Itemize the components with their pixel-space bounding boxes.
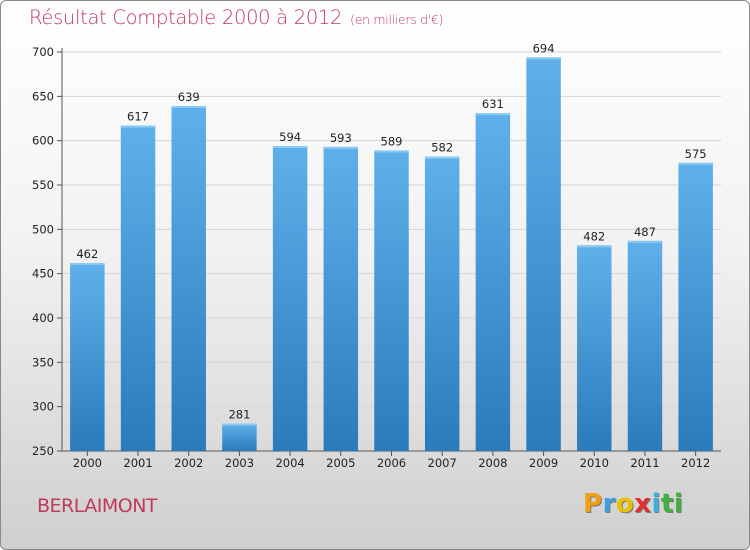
chart-title-text: Résultat Comptable 2000 à 2012: [29, 6, 343, 29]
x-tick-label: 2000: [73, 456, 102, 470]
bar-highlight: [222, 423, 257, 426]
x-tick-label: 2006: [377, 456, 406, 470]
data-label: 593: [330, 131, 352, 145]
x-tick-label: 2004: [275, 456, 304, 470]
bar: [577, 245, 612, 451]
y-tick-label: 600: [32, 134, 54, 148]
bar-highlight: [678, 162, 713, 165]
commune-name: BERLAIMONT: [37, 495, 158, 517]
data-label: 482: [583, 229, 605, 243]
bar: [678, 162, 713, 452]
y-tick-label: 300: [32, 400, 54, 414]
bar-highlight: [120, 125, 156, 128]
data-label: 281: [228, 408, 250, 422]
data-label: 462: [76, 247, 98, 261]
data-label: 589: [381, 134, 403, 148]
bar-highlight: [374, 150, 409, 153]
data-label: 639: [178, 90, 200, 104]
logo-letter: r: [602, 489, 616, 519]
x-tick-label: 2005: [326, 456, 355, 470]
x-tick-label: 2002: [174, 456, 203, 470]
bar-highlight: [627, 240, 663, 243]
proxiti-logo: Proxiti: [583, 489, 683, 519]
chart-subtitle: (en milliers d'€): [350, 12, 444, 27]
bar-highlight: [577, 245, 612, 248]
bar-highlight: [424, 156, 460, 159]
x-tick-label: 2010: [580, 456, 609, 470]
x-tick-label: 2012: [681, 456, 710, 470]
x-tick-label: 2003: [225, 456, 254, 470]
bar-highlight: [272, 145, 308, 148]
data-label: 594: [279, 130, 301, 144]
logo-letter: t: [660, 489, 674, 519]
data-label: 631: [482, 97, 504, 111]
bar: [272, 145, 308, 451]
bar: [171, 106, 206, 451]
bar: [627, 240, 663, 451]
bar: [70, 263, 105, 451]
chart-title: Résultat Comptable 2000 à 2012 (en millie…: [29, 6, 443, 29]
x-tick-label: 2001: [123, 456, 152, 470]
y-tick-label: 450: [32, 267, 54, 281]
data-label: 694: [533, 41, 555, 55]
y-tick-label: 650: [32, 89, 54, 103]
bar: [120, 125, 156, 452]
data-label: 575: [685, 147, 707, 161]
bar-highlight: [171, 106, 206, 109]
logo-letter: P: [583, 489, 603, 519]
y-tick-label: 700: [32, 45, 54, 59]
data-label: 617: [127, 110, 149, 124]
bar: [526, 57, 561, 451]
bar-highlight: [70, 263, 105, 266]
bar-highlight: [526, 57, 561, 60]
logo-letter: o: [615, 489, 635, 519]
x-tick-label: 2009: [529, 456, 558, 470]
y-tick-label: 500: [32, 222, 54, 236]
bar-highlight: [475, 113, 511, 116]
logo-letter: x: [634, 489, 652, 519]
bar-highlight: [323, 146, 359, 149]
data-label: 487: [634, 225, 656, 239]
bar: [424, 156, 460, 452]
y-tick-label: 400: [32, 311, 54, 325]
x-tick-label: 2007: [428, 456, 457, 470]
logo-letter: i: [651, 489, 661, 519]
y-tick-label: 350: [32, 355, 54, 369]
x-tick-label: 2011: [630, 456, 659, 470]
y-tick-label: 250: [32, 444, 54, 458]
data-label: 582: [431, 141, 453, 155]
x-tick-label: 2008: [478, 456, 507, 470]
bar: [323, 146, 359, 451]
bar: [222, 423, 257, 451]
y-tick-label: 550: [32, 178, 54, 192]
bar: [475, 113, 511, 452]
logo-letter: i: [673, 489, 684, 519]
bar: [374, 150, 409, 452]
